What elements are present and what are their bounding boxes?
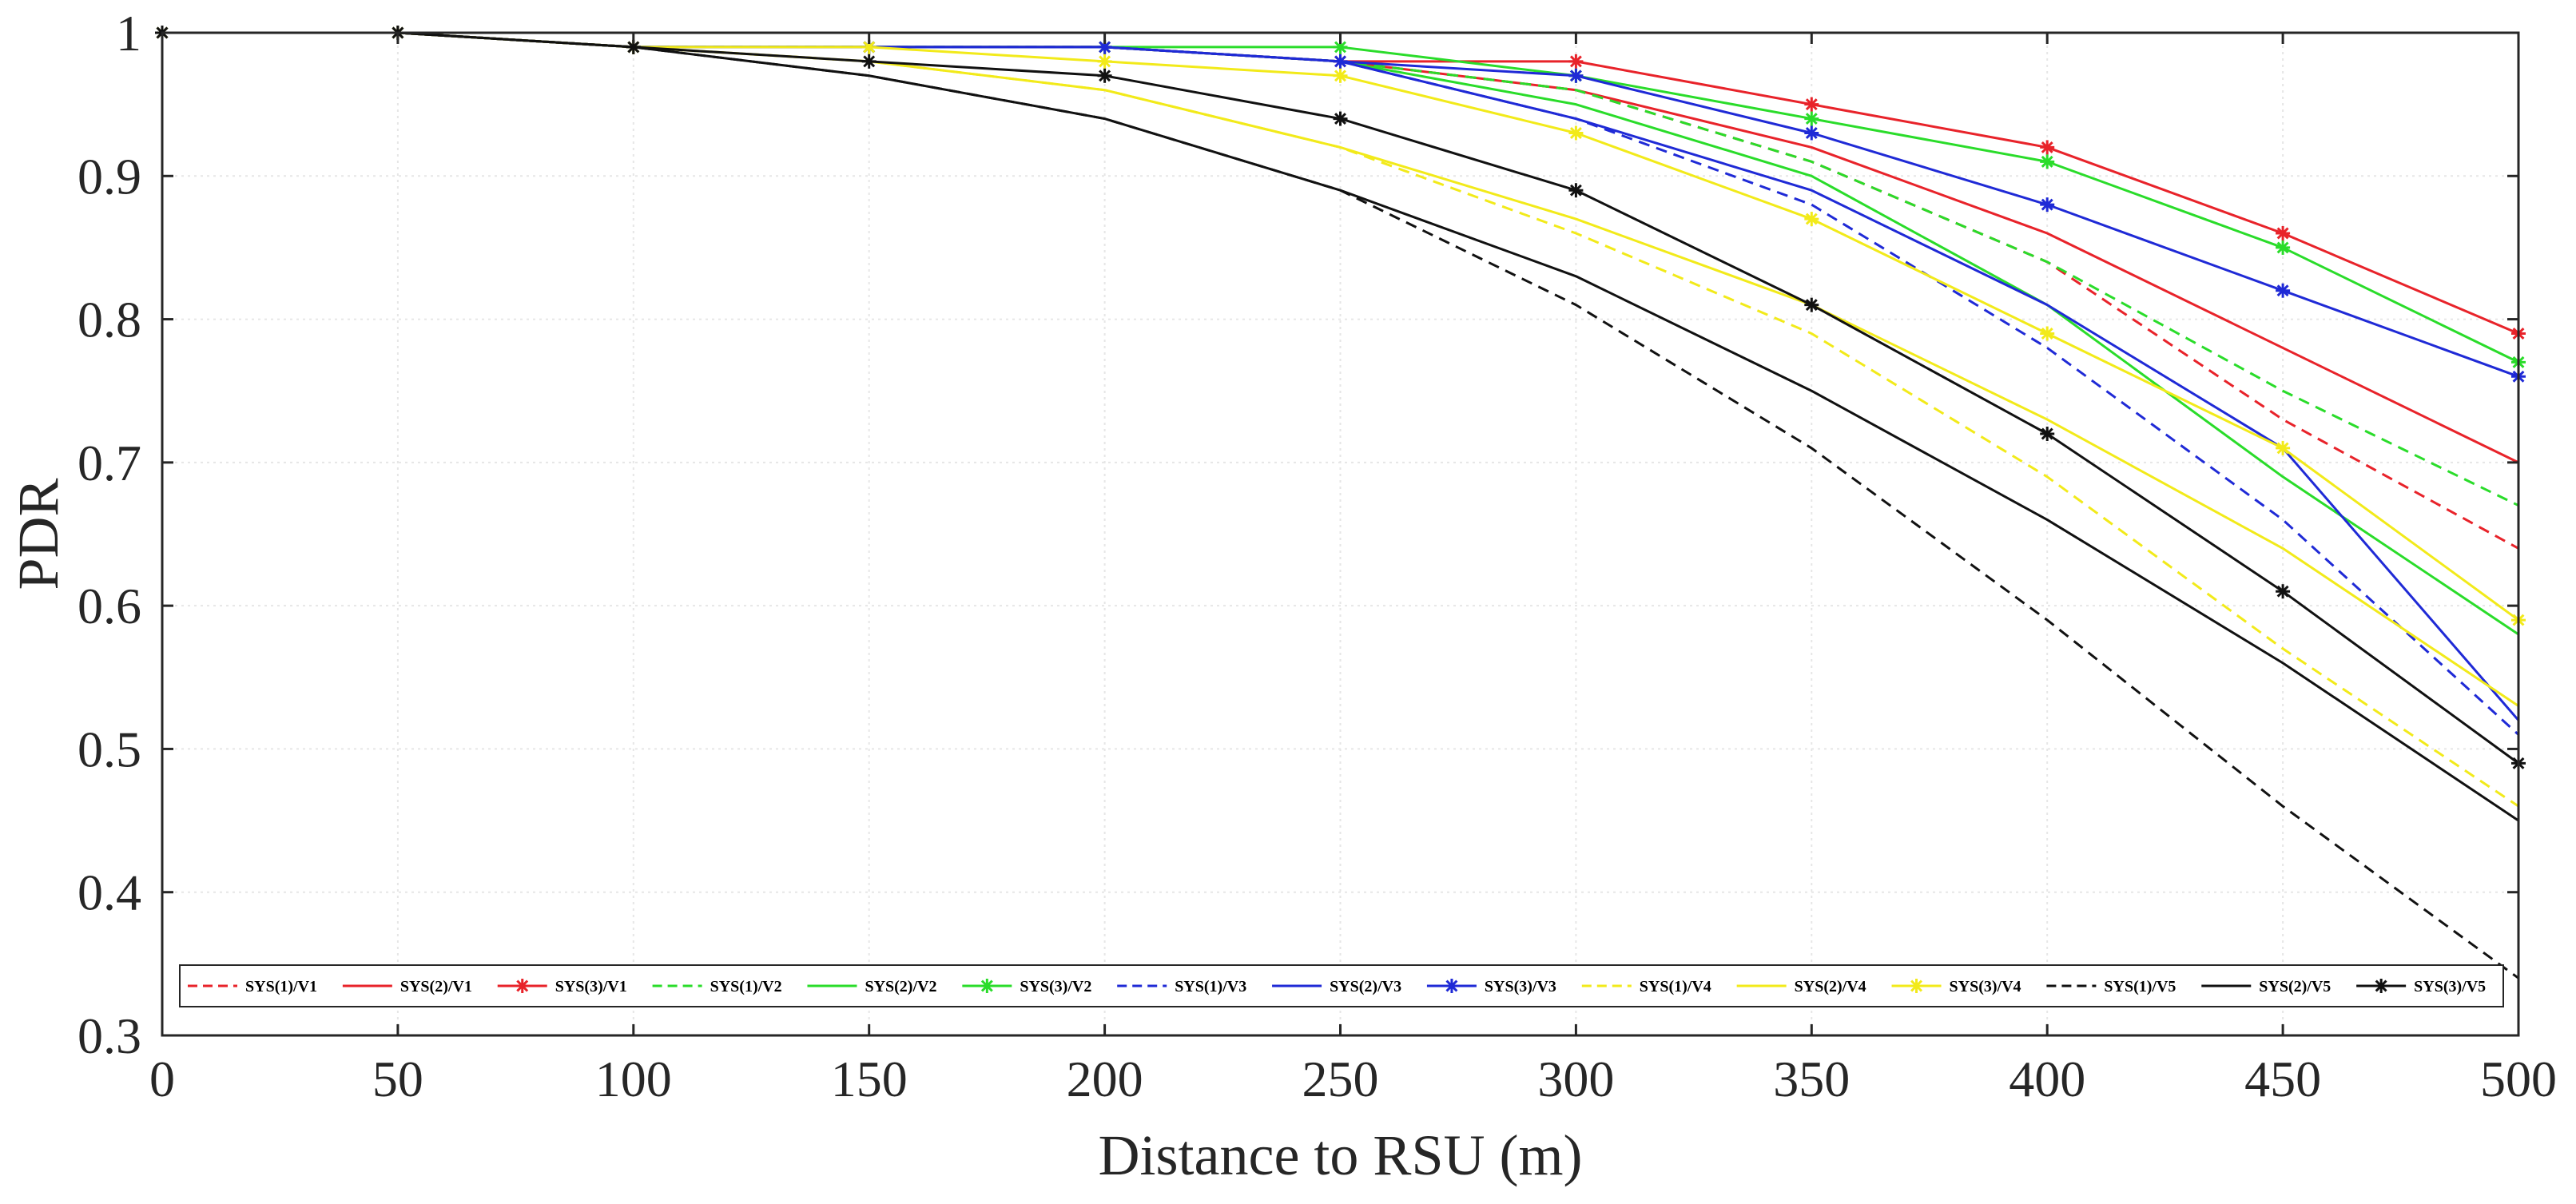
- legend-item-sys-3-v2: SYS(3)/V2: [962, 978, 1091, 995]
- data-point-sys-3-v3: [2276, 283, 2291, 298]
- data-point-sys-3-v5: [2040, 427, 2055, 441]
- x-tick-label: 0: [149, 1051, 175, 1107]
- data-point-sys-3-v5: [1568, 183, 1584, 198]
- legend-item-sys-3-v1: SYS(3)/V1: [497, 978, 627, 995]
- legend-item-sys-3-v4: SYS(3)/V4: [1891, 978, 2021, 995]
- data-point-sys-3-v2: [2040, 154, 2055, 169]
- data-point-sys-3-v2: [2276, 240, 2291, 255]
- y-tick-label: 0.9: [78, 148, 141, 205]
- legend-label: SYS(1)/V1: [245, 978, 317, 995]
- legend-label: SYS(3)/V1: [555, 978, 627, 995]
- data-point-sys-3-v5: [1097, 68, 1112, 83]
- legend-item-sys-2-v4: SYS(2)/V4: [1736, 978, 1866, 995]
- data-point-sys-3-v4: [1568, 125, 1584, 141]
- series-line-sys-2-v5: [162, 31, 2519, 822]
- y-axis-label: PDR: [6, 478, 70, 590]
- legend-item-sys-2-v2: SYS(2)/V2: [807, 978, 936, 995]
- legend-marker: [515, 979, 530, 993]
- data-point-sys-3-v3: [1804, 125, 1819, 141]
- data-point-sys-3-v5: [2276, 584, 2291, 599]
- data-point-sys-3-v1: [1568, 54, 1584, 69]
- legend-label: SYS(3)/V5: [2414, 978, 2486, 995]
- data-point-sys-3-v2: [1333, 39, 1348, 54]
- data-point-sys-3-v1: [2040, 140, 2055, 155]
- y-tick-label: 0.8: [78, 292, 141, 348]
- y-tick-label: 0.3: [78, 1007, 141, 1064]
- x-tick-label: 400: [2009, 1051, 2085, 1107]
- legend-marker: [980, 979, 995, 993]
- series-group: [155, 26, 2526, 979]
- data-point-sys-3-v4: [2276, 440, 2291, 455]
- legend-marker: [2374, 979, 2389, 993]
- grid: [161, 32, 2519, 1036]
- x-tick-label: 500: [2480, 1051, 2557, 1107]
- x-tick-label: 450: [2244, 1051, 2321, 1107]
- data-point-sys-3-v4: [1804, 212, 1819, 227]
- x-tick-label: 50: [372, 1051, 423, 1107]
- legend-marker: [1909, 979, 1924, 993]
- y-tick-label: 0.4: [78, 864, 141, 921]
- y-tick-label: 0.5: [78, 721, 141, 777]
- axis-ticks: 0 50 100 150 200 250 300 350 400 450 500 0.3 0.4 0.5 0…: [78, 5, 2557, 1107]
- data-point-sys-3-v4: [1097, 54, 1112, 69]
- legend-label: SYS(2)/V2: [865, 978, 936, 995]
- y-tick-label: 1: [116, 5, 141, 62]
- x-tick-label: 300: [1537, 1051, 1614, 1107]
- legend-item-sys-1-v1: SYS(1)/V1: [188, 978, 317, 995]
- data-point-sys-3-v4: [2040, 326, 2055, 341]
- data-point-sys-3-v4: [1333, 68, 1348, 83]
- data-point-sys-3-v3: [1333, 54, 1348, 69]
- legend-label: SYS(1)/V4: [1640, 978, 1711, 995]
- legend-item-sys-2-v3: SYS(2)/V3: [1272, 978, 1401, 995]
- x-tick-label: 200: [1067, 1051, 1143, 1107]
- data-point-sys-3-v3: [2040, 197, 2055, 213]
- legend-label: SYS(2)/V3: [1330, 978, 1401, 995]
- x-tick-label: 250: [1302, 1051, 1379, 1107]
- series-sys-2-v5: [162, 31, 2519, 822]
- x-tick-label: 350: [1773, 1051, 1850, 1107]
- legend-item-sys-1-v5: SYS(1)/V5: [2046, 978, 2176, 995]
- legend-label: SYS(2)/V1: [400, 978, 472, 995]
- legend-item-sys-3-v5: SYS(3)/V5: [2356, 978, 2486, 995]
- legend-item-sys-2-v5: SYS(2)/V5: [2201, 978, 2331, 995]
- legend-item-sys-1-v4: SYS(1)/V4: [1581, 978, 1711, 995]
- data-point-sys-3-v2: [1804, 111, 1819, 126]
- legend-label: SYS(2)/V5: [2259, 978, 2331, 995]
- legend-label: SYS(3)/V4: [1950, 978, 2021, 995]
- data-point-sys-3-v5: [1804, 297, 1819, 312]
- x-tick-label: 150: [831, 1051, 908, 1107]
- data-point-sys-3-v5: [861, 54, 877, 69]
- series-sys-3-v5: [155, 26, 2526, 771]
- data-point-sys-3-v1: [2276, 226, 2291, 240]
- legend-item-sys-3-v3: SYS(3)/V3: [1426, 978, 1556, 995]
- data-point-sys-3-v3: [1568, 68, 1584, 83]
- legend-box: [179, 964, 2504, 1007]
- legend-marker: [1444, 979, 1459, 993]
- legend-label: SYS(1)/V3: [1175, 978, 1246, 995]
- legend-item-sys-2-v1: SYS(2)/V1: [342, 978, 472, 995]
- data-point-sys-3-v1: [1804, 97, 1819, 112]
- x-axis-label: Distance to RSU (m): [1099, 1123, 1583, 1187]
- legend-label: SYS(1)/V5: [2104, 978, 2176, 995]
- y-tick-label: 0.6: [78, 578, 141, 634]
- data-point-sys-3-v5: [1333, 111, 1348, 126]
- legend-label: SYS(3)/V3: [1485, 978, 1556, 995]
- legend-label: SYS(3)/V2: [1020, 978, 1091, 995]
- legend-item-sys-1-v3: SYS(1)/V3: [1117, 978, 1246, 995]
- x-tick-label: 100: [595, 1051, 672, 1107]
- legend: SYS(1)/V1 SYS(2)/V1 SYS(3)/V1 SYS(1)/V2 SYS(…: [179, 964, 2504, 1007]
- y-tick-label: 0.7: [78, 435, 141, 491]
- legend-label: SYS(1)/V2: [710, 978, 782, 995]
- legend-item-sys-1-v2: SYS(1)/V2: [652, 978, 782, 995]
- legend-label: SYS(2)/V4: [1795, 978, 1866, 995]
